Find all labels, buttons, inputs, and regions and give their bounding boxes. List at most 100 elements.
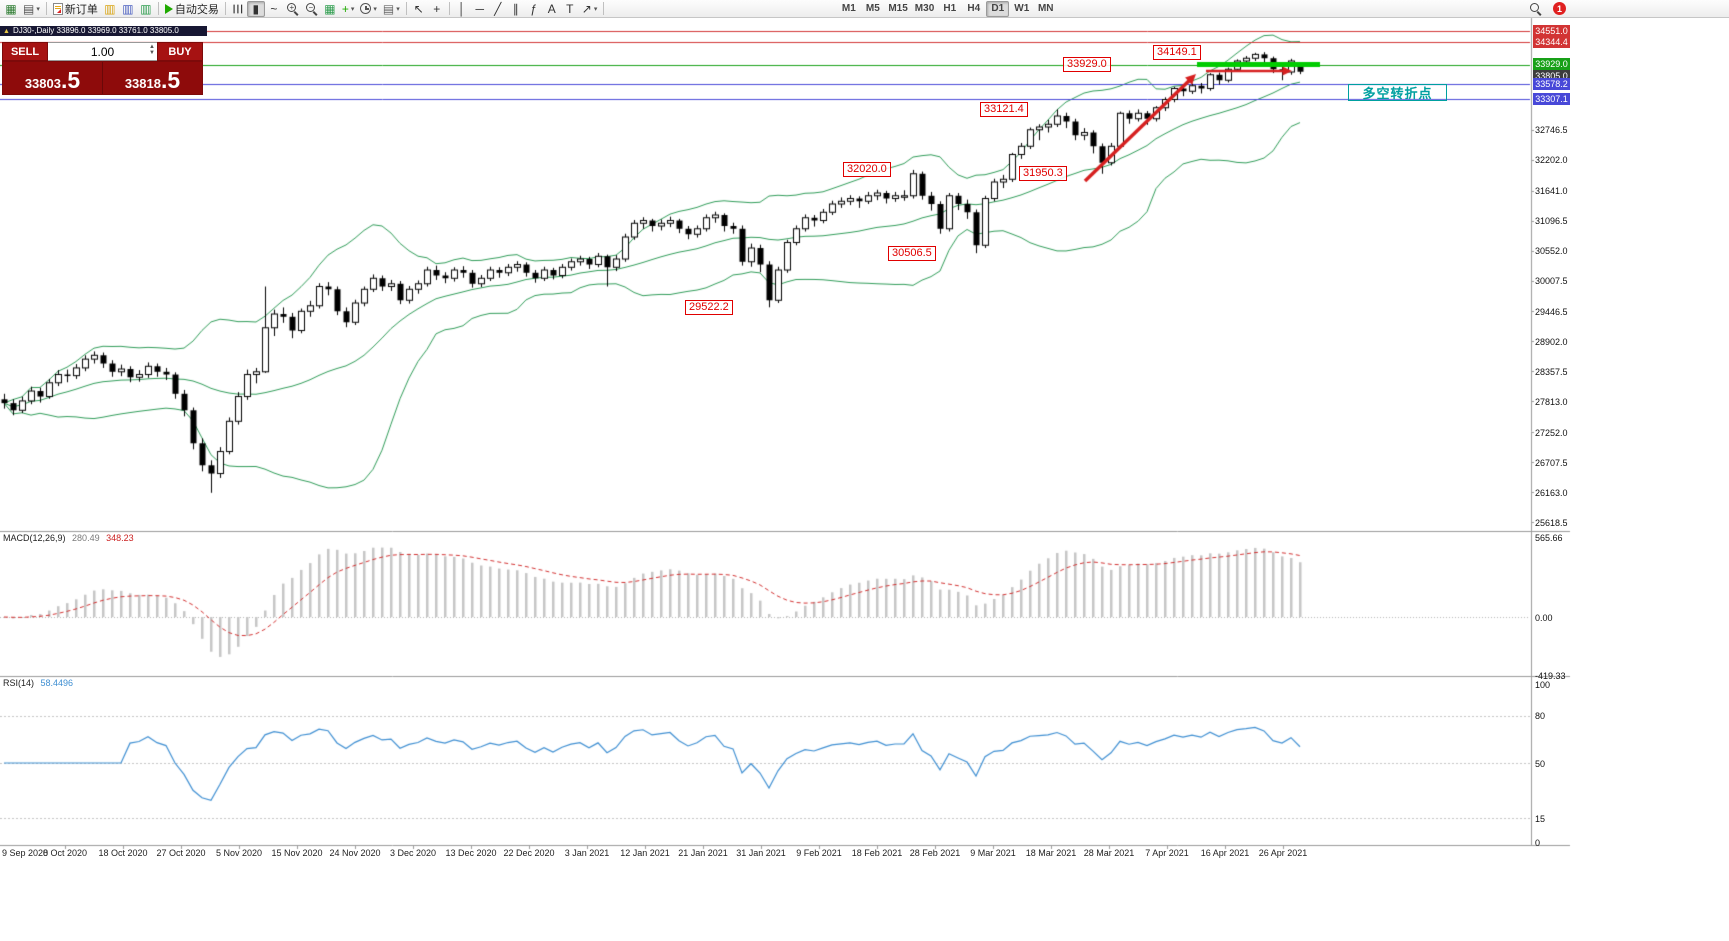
market-watch-button[interactable]: ▥ <box>101 1 119 17</box>
new-order-button[interactable]: 新订单 <box>50 1 101 17</box>
arrows-tool-button[interactable]: ↗ ▾ <box>579 1 601 17</box>
rsi-label: RSI(14) <box>3 678 35 688</box>
price-divider <box>102 62 103 94</box>
notification-badge[interactable]: 1 <box>1553 2 1566 15</box>
date-tick-label: 7 Apr 2021 <box>1145 848 1189 858</box>
chart-caption-bar[interactable]: ▲ DJ30-,Daily 33896.0 33969.0 33761.0 33… <box>0 26 207 36</box>
turning-point-label[interactable]: 多空转折点 <box>1348 84 1447 101</box>
timeframe-w1-button[interactable]: W1 <box>1010 1 1033 17</box>
price-annotation[interactable]: 31950.3 <box>1019 166 1067 182</box>
toolbar-right-cluster: 1 <box>1526 1 1566 17</box>
price-level-label: 34344.4 <box>1533 36 1570 49</box>
price-tick-label: 32746.5 <box>1535 125 1568 136</box>
line-chart-mode-button[interactable]: ~ <box>265 1 283 17</box>
toolbar-separator <box>45 2 47 15</box>
price-tick-label: 25618.5 <box>1535 517 1568 528</box>
indicators-list-button[interactable]: + ▾ <box>339 1 358 17</box>
sell-price-main: 33803 <box>24 75 61 91</box>
price-level-label: 33929.0 <box>1533 57 1570 70</box>
navigator-icon: ▥ <box>140 1 152 16</box>
rsi-tick-label: 100 <box>1535 679 1551 690</box>
price-annotation[interactable]: 29522.2 <box>685 299 733 315</box>
timeframe-d1-button[interactable]: D1 <box>986 0 1010 17</box>
timeframe-m1-button[interactable]: M1 <box>837 1 860 17</box>
horizontal-line-tool-icon: ─ <box>475 1 485 16</box>
date-tick-label: 28 Mar 2021 <box>1083 848 1135 858</box>
date-tick-label: 18 Feb 2021 <box>851 848 903 858</box>
zoom-in-button[interactable]: + <box>283 1 302 17</box>
price-annotation[interactable]: 32020.0 <box>843 162 891 178</box>
periods-button[interactable]: ▾ <box>357 1 380 17</box>
dropdown-caret-icon: ▾ <box>593 5 598 13</box>
bar-chart-mode-button[interactable]: ☰ <box>229 1 247 17</box>
price-tick-label: 31641.0 <box>1535 186 1568 197</box>
rsi-tick-label: 50 <box>1535 758 1546 769</box>
candlestick-mode-button[interactable]: ▮ <box>246 0 265 17</box>
autotrading-button[interactable]: 自动交易 <box>162 1 222 17</box>
timeframe-m30-button[interactable]: M30 <box>912 1 937 17</box>
label-tool-button[interactable]: T <box>561 1 579 17</box>
zoom-out-icon: − <box>305 2 318 15</box>
timeframe-h4-button[interactable]: H4 <box>962 1 985 17</box>
price-tick-label: 26163.0 <box>1535 487 1568 498</box>
spin-down-icon[interactable]: ▼ <box>149 50 155 56</box>
navigator-button[interactable]: ▥ <box>137 1 155 17</box>
price-annotation[interactable]: 34149.1 <box>1153 45 1201 61</box>
vertical-line-tool-icon: │ <box>458 1 466 16</box>
text-tool-button[interactable]: A <box>543 1 561 17</box>
candlestick-mode-icon: ▮ <box>252 1 260 16</box>
main-toolbar: ▦ ▤ ▾ 新订单 ▥ ▥ ▥ 自动交易 ☰ ▮ ~ + − ▦ + ▾ ▾ ▤ ▾ ↖ + │ ─ ╱ ∥ ƒ A T ↗ ▾ M1 M5… <box>0 0 1729 18</box>
date-tick-label: 21 Jan 2021 <box>678 848 728 858</box>
channel-tool-button[interactable]: ∥ <box>507 1 525 17</box>
data-window-button[interactable]: ▥ <box>119 1 137 17</box>
sell-button[interactable]: SELL <box>2 42 48 61</box>
date-tick-label: 5 Nov 2020 <box>215 848 263 858</box>
price-level-label: 34551.0 <box>1533 24 1570 37</box>
price-annotation[interactable]: 30506.5 <box>888 245 936 261</box>
date-tick-label: 18 Oct 2020 <box>98 848 148 858</box>
tile-windows-button[interactable]: ▦ <box>321 1 339 17</box>
macd-header: MACD(12,26,9) 280.49 348.23 <box>3 533 138 543</box>
volume-value: 1.00 <box>90 44 115 59</box>
one-click-trading-panel: SELL 1.00 ▲ ▼ BUY 33803 .5 33818 .5 <box>2 42 203 95</box>
horizontal-line-tool-button[interactable]: ─ <box>471 1 489 17</box>
sell-price-pips: .5 <box>60 67 81 94</box>
fibonacci-tool-button[interactable]: ƒ <box>525 1 543 17</box>
vertical-line-tool-button[interactable]: │ <box>453 1 471 17</box>
macd-signal-value: 348.23 <box>106 533 134 543</box>
zoom-out-button[interactable]: − <box>302 1 321 17</box>
price-annotation[interactable]: 33121.4 <box>980 101 1028 117</box>
date-tick-label: 18 Mar 2021 <box>1025 848 1077 858</box>
bid-ask-display: 33803 .5 33818 .5 <box>2 61 203 95</box>
rsi-tick-label: 80 <box>1535 711 1546 722</box>
date-tick-label: 22 Dec 2020 <box>503 848 555 858</box>
buy-button[interactable]: BUY <box>157 42 203 61</box>
volume-field[interactable]: 1.00 ▲ ▼ <box>48 42 157 61</box>
templates-button[interactable]: ▤ ▾ <box>380 1 403 17</box>
channel-tool-icon: ∥ <box>512 1 519 16</box>
timeframe-m5-button[interactable]: M5 <box>861 1 884 17</box>
chart-profiles-button[interactable]: ▤ ▾ <box>20 1 43 17</box>
volume-spinner[interactable]: ▲ ▼ <box>149 44 155 56</box>
arrows-tool-icon: ↗ <box>581 1 592 16</box>
macd-label: MACD(12,26,9) <box>3 533 66 543</box>
search-button[interactable] <box>1526 1 1545 17</box>
crosshair-tool-button[interactable]: + <box>428 1 446 17</box>
timeframe-mn-button[interactable]: MN <box>1034 1 1057 17</box>
date-tick-label: 27 Oct 2020 <box>156 848 206 858</box>
cursor-tool-button[interactable]: ↖ <box>410 1 428 17</box>
timeframe-toolbar: M1 M5 M15 M30 H1 H4 D1 W1 MN <box>837 0 1057 17</box>
buy-price-main: 33818 <box>124 75 161 91</box>
timeframe-m15-button[interactable]: M15 <box>885 1 910 17</box>
spin-up-icon[interactable]: ▲ <box>149 44 155 50</box>
macd-main-value: 280.49 <box>72 533 100 543</box>
trendline-tool-button[interactable]: ╱ <box>489 1 507 17</box>
date-tick-label: 28 Feb 2021 <box>909 848 961 858</box>
price-level-label: 33578.2 <box>1533 78 1570 91</box>
price-annotation[interactable]: 33929.0 <box>1063 57 1111 73</box>
new-chart-button[interactable]: ▦ <box>2 1 20 17</box>
timeframe-h1-button[interactable]: H1 <box>938 1 961 17</box>
rsi-header: RSI(14) 58.4496 <box>3 678 77 688</box>
